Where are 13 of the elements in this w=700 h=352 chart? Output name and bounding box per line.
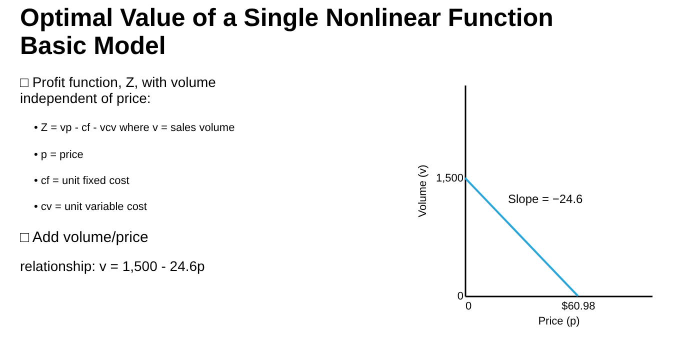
text: • cf = unit fixed cost bbox=[34, 175, 130, 187]
text: • p = price bbox=[34, 149, 84, 161]
text: • Z = vp - cf - vcv where v = sales volume bbox=[34, 122, 235, 134]
text: • cv = unit variable cost bbox=[34, 201, 147, 213]
text: □ Profit function, Z, with volume independent of price: bbox=[20, 74, 216, 106]
x-tick-label: $60.98 bbox=[562, 300, 596, 312]
y-tick-label: 1,500 bbox=[436, 172, 464, 184]
annotation: Slope = −24.6 bbox=[508, 192, 584, 206]
text: relationship: v = 1,500 - 24.6p bbox=[20, 258, 206, 274]
chart-title: Optimal Value of a Single Nonlinear Function Basic Model bbox=[20, 4, 554, 60]
y-axis-title: Volume (v) bbox=[416, 164, 429, 218]
text: □ Add volume/price bbox=[20, 229, 148, 246]
x-axis-title: Price (p) bbox=[538, 316, 580, 328]
